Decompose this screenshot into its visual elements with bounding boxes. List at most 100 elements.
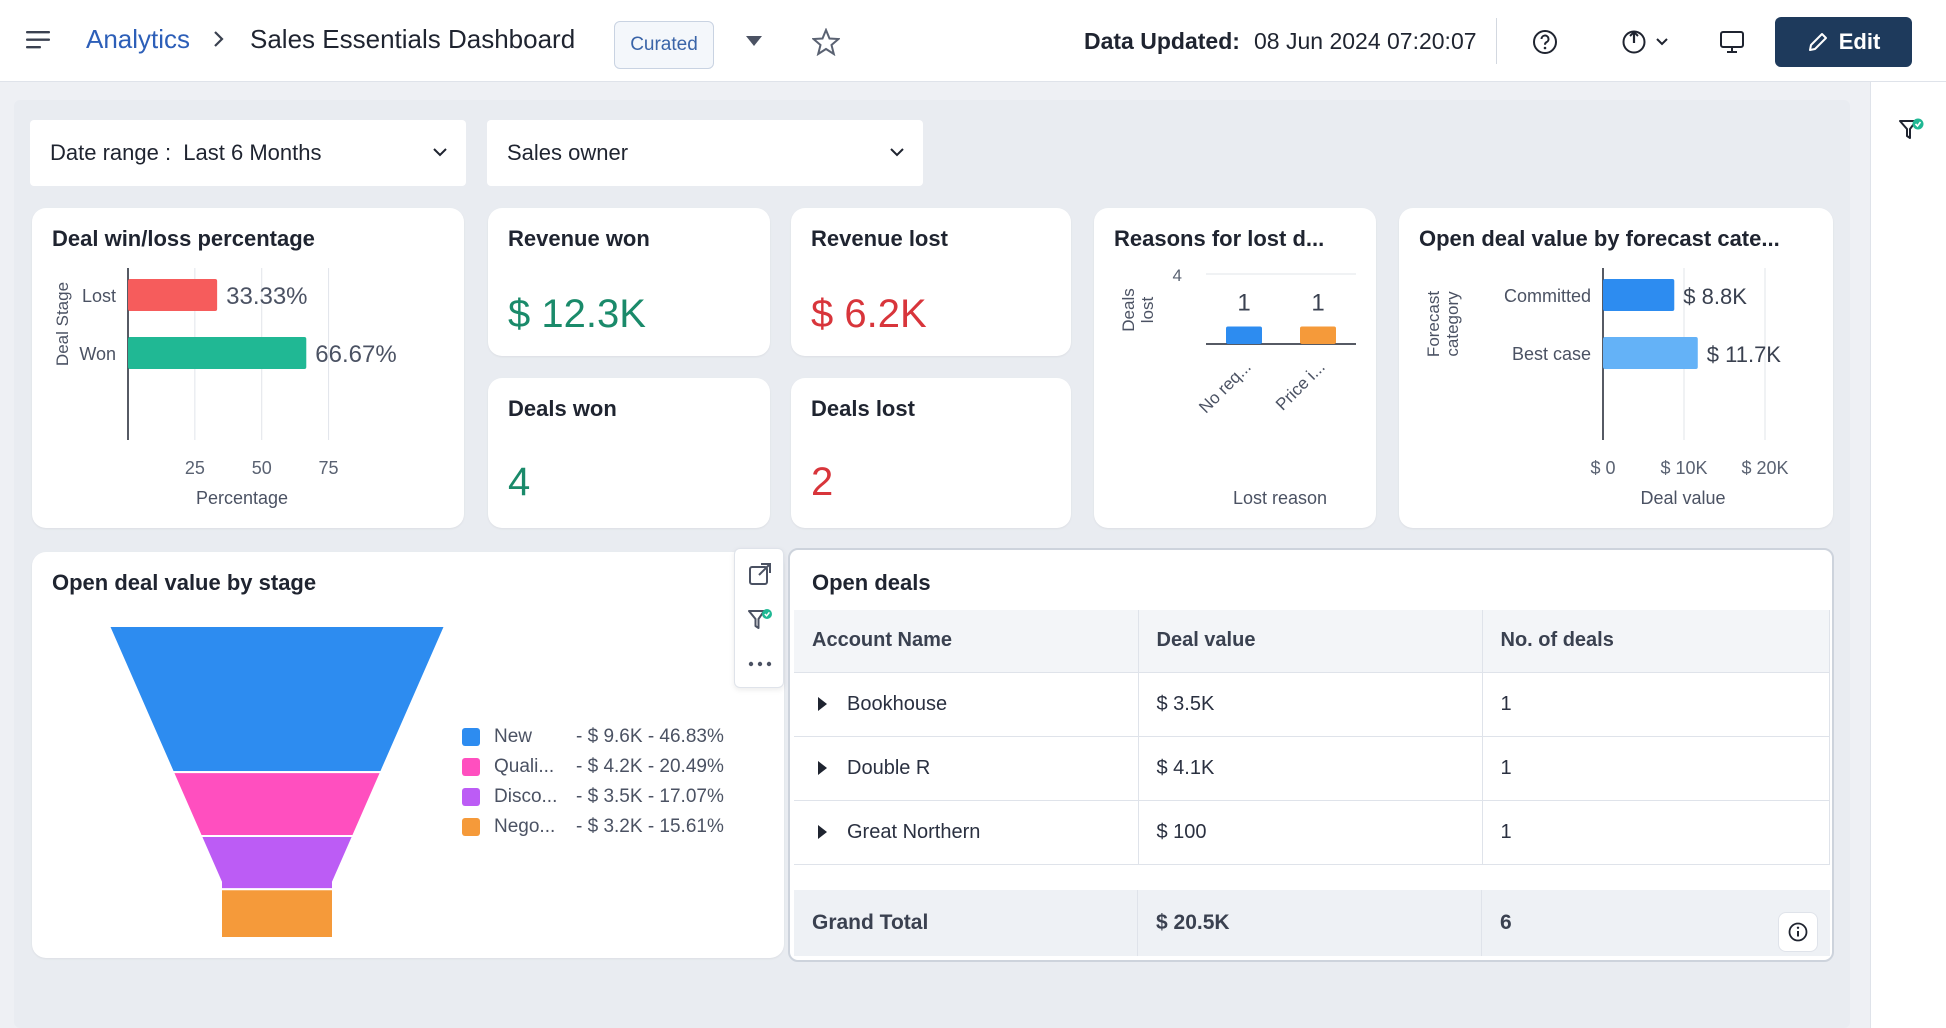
legend-swatch [462, 728, 480, 746]
deal-value-cell: $ 3.5K [1138, 672, 1483, 737]
table-row[interactable]: Double R $ 4.1K 1 [794, 736, 1830, 801]
deal-count-cell: 1 [1482, 672, 1830, 737]
filter-applied-icon[interactable] [747, 607, 773, 633]
table-row[interactable]: Great Northern $ 100 1 [794, 800, 1830, 865]
legend-item[interactable]: Disco... - $ 3.5K - 17.07% [462, 782, 724, 812]
forecast-bar-chart: $ 0 $ 10K $ 20K Committed $ 8.8K Best case $ 1… [1424, 268, 1789, 508]
table-header-row: Account Name Deal value No. of deals [794, 610, 1830, 673]
x-tick-label: $ 20K [1741, 458, 1788, 478]
category-label: Best case [1512, 344, 1591, 364]
legend-swatch [462, 758, 480, 776]
stage-funnel-chart [107, 625, 447, 939]
legend-value: - $ 3.5K - 17.07% [576, 786, 724, 807]
page-title: Sales Essentials Dashboard [250, 24, 576, 54]
category-label: Committed [1504, 286, 1591, 306]
forecast-category-card: Open deal value by forecast cate... $ 0 $… [1399, 208, 1833, 528]
legend-value: - $ 4.2K - 20.49% [576, 756, 724, 777]
grand-total-value: $ 20.5K [1138, 890, 1482, 956]
legend-label: Quali... [494, 756, 555, 777]
column-header-account[interactable]: Account Name [794, 610, 1139, 673]
bar [1300, 326, 1336, 344]
x-tick-label: Price i... [1272, 357, 1329, 414]
y-axis-title: category [1443, 291, 1462, 357]
date-range-filter-label: Date range : Last 6 Months [50, 140, 322, 165]
toolbar-divider [1496, 18, 1497, 64]
date-range-filter[interactable]: Date range : Last 6 Months [30, 120, 466, 186]
card-title: Open deal value by forecast cate... [1419, 226, 1780, 251]
curated-badge[interactable]: Curated [614, 21, 714, 69]
bar [128, 279, 218, 311]
lost-reasons-bar-chart: 4 1 No req... 1 Price i... Lost reason Deals lo… [1119, 266, 1356, 508]
bar [1226, 326, 1262, 344]
grand-total-label: Grand Total [794, 890, 1138, 956]
breadcrumb-analytics-link[interactable]: Analytics [86, 24, 191, 54]
table-row[interactable]: Bookhouse $ 3.5K 1 [794, 672, 1830, 737]
account-cell[interactable]: Great Northern [794, 800, 1139, 865]
deal-win-loss-card: Deal win/loss percentage 25 50 75 Lost 33.33… [32, 208, 464, 528]
chevron-right-icon [214, 31, 224, 47]
win-loss-bar-chart: 25 50 75 Lost 33.33% Won 66.67% Percentage Deal … [53, 268, 397, 508]
card-title: Deal win/loss percentage [52, 226, 315, 251]
sales-owner-filter[interactable]: Sales owner [487, 120, 923, 186]
column-header-deal-count[interactable]: No. of deals [1482, 610, 1830, 673]
card-title: Revenue won [508, 226, 650, 251]
expand-row-icon[interactable] [818, 761, 827, 776]
funnel-segment [171, 771, 383, 838]
revenue-won-card: Revenue won $ 12.3K [488, 208, 770, 356]
account-cell[interactable]: Double R [794, 736, 1139, 801]
bar [128, 337, 307, 369]
x-tick-label: $ 0 [1590, 458, 1615, 478]
account-cell[interactable]: Bookhouse [794, 672, 1139, 737]
deals-lost-value: 2 [811, 460, 834, 504]
caret-down-icon[interactable] [744, 34, 764, 48]
x-axis-title: Percentage [196, 488, 288, 508]
legend-value: - $ 3.2K - 15.61% [576, 816, 724, 837]
expand-icon[interactable] [747, 561, 773, 587]
sales-owner-filter-label: Sales owner [507, 140, 629, 165]
legend-item[interactable]: Nego... - $ 3.2K - 15.61% [462, 812, 724, 842]
expand-row-icon[interactable] [818, 697, 827, 712]
pencil-icon [1808, 33, 1827, 51]
revenue-lost-value: $ 6.2K [811, 292, 927, 336]
legend-swatch [462, 818, 480, 836]
data-label: 33.33% [226, 283, 307, 310]
legend-label: New [494, 726, 533, 747]
data-label: $ 8.8K [1683, 284, 1747, 309]
y-axis-title: lost [1138, 297, 1157, 324]
legend-item[interactable]: New - $ 9.6K - 46.83% [462, 722, 724, 752]
info-button[interactable] [1778, 912, 1818, 952]
deals-won-value: 4 [508, 460, 531, 504]
legend-label: Disco... [494, 786, 558, 807]
chevron-down-icon [433, 148, 447, 157]
category-label: Won [79, 344, 116, 364]
help-icon[interactable] [1531, 28, 1559, 56]
card-title: Open deal value by stage [52, 570, 317, 595]
deals-lost-card: Deals lost 2 [791, 378, 1071, 528]
card-title: Reasons for lost d... [1114, 226, 1325, 251]
x-axis-title: Lost reason [1233, 488, 1327, 508]
filter-applied-icon[interactable] [1897, 116, 1925, 144]
expand-row-icon[interactable] [818, 825, 827, 840]
edit-button-label: Edit [1838, 29, 1881, 54]
legend-value: - $ 9.6K - 46.83% [576, 726, 724, 747]
deal-count-cell: 1 [1482, 736, 1830, 801]
column-header-deal-value[interactable]: Deal value [1138, 610, 1483, 673]
more-options-icon[interactable] [747, 651, 773, 677]
data-label: $ 11.7K [1707, 342, 1782, 367]
funnel-segment [199, 835, 355, 891]
x-tick-label: $ 10K [1660, 458, 1707, 478]
funnel-segment [107, 625, 447, 774]
legend-label: Nego... [494, 816, 556, 837]
legend-item[interactable]: Quali... - $ 4.2K - 20.49% [462, 752, 724, 782]
export-dropdown-icon[interactable] [1620, 28, 1678, 56]
y-axis-title: Deal Stage [53, 282, 72, 366]
present-mode-icon[interactable] [1718, 28, 1746, 56]
hamburger-menu-icon[interactable] [26, 30, 52, 50]
x-tick-label: 50 [252, 458, 272, 478]
right-rail [1870, 82, 1946, 1028]
star-icon[interactable] [812, 28, 840, 56]
data-updated-label: Data Updated: [1084, 28, 1240, 54]
legend-swatch [462, 788, 480, 806]
data-label: 1 [1237, 290, 1250, 317]
edit-button[interactable]: Edit [1775, 17, 1912, 67]
